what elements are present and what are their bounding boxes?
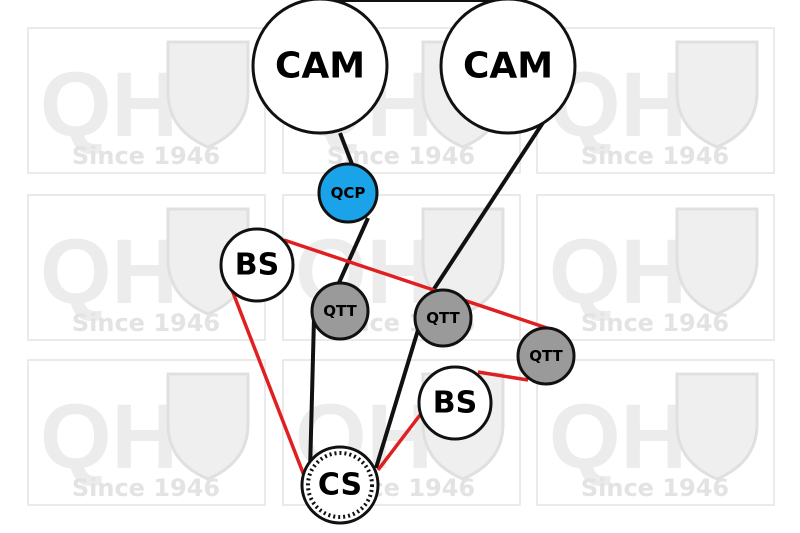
watermark-logo: QH — [549, 386, 687, 488]
pulley-label: CAM — [463, 46, 553, 87]
shield-icon — [675, 207, 759, 316]
red-belt — [230, 238, 551, 479]
tile-border — [282, 359, 521, 506]
belt-segment — [338, 132, 354, 165]
pulley-circle — [516, 326, 576, 386]
pulley: BS — [417, 365, 493, 441]
pulley: CS — [300, 445, 380, 525]
belt-segment — [283, 238, 551, 331]
belt-segment — [230, 289, 307, 479]
pulley: CAM — [251, 0, 389, 135]
pulley-label: QTT — [529, 347, 563, 365]
pulley-label: QCP — [331, 184, 366, 202]
watermark-logo: QH — [549, 221, 687, 323]
watermark-caption: Since 1946 — [581, 309, 729, 337]
pulley-label: QTT — [426, 309, 460, 327]
pulley-circle — [413, 288, 473, 348]
pulley-teeth — [306, 451, 374, 519]
pulley: QTT — [413, 288, 473, 348]
black-belt — [308, 0, 550, 473]
belt-segment — [336, 217, 370, 286]
pulley-label: BS — [433, 386, 477, 421]
shield-icon — [166, 40, 250, 149]
pulley-label: BS — [235, 248, 279, 283]
pulley-label: CS — [318, 468, 362, 503]
pulleys: CAM CAM QCP BS QTT QTT QTT BS CS — [219, 0, 577, 525]
pulley: QTT — [516, 326, 576, 386]
belt-segment — [430, 113, 550, 294]
pulley-circle — [310, 281, 370, 341]
watermark-caption: Since 1946 — [72, 309, 220, 337]
pulley-circle — [219, 227, 295, 303]
tile-border — [536, 194, 775, 341]
belt-segment — [308, 317, 316, 473]
belt-segment — [376, 413, 422, 472]
pulley-circle — [317, 162, 379, 224]
tile-border — [27, 359, 266, 506]
pulley-circle — [417, 365, 493, 441]
belt-segment — [477, 370, 529, 382]
watermark-logo: QH — [40, 54, 178, 156]
watermark-caption: Since 1946 — [72, 474, 220, 502]
shield-icon — [166, 372, 250, 481]
pulley: CAM — [439, 0, 577, 135]
pulley-circle — [439, 0, 577, 135]
pulley: QTT — [310, 281, 370, 341]
belt-segment — [374, 329, 420, 469]
shield-icon — [675, 372, 759, 481]
pulley-label: CAM — [275, 46, 365, 87]
pulley: BS — [219, 227, 295, 303]
watermark-caption: Since 1946 — [581, 474, 729, 502]
watermark-caption: Since 1946 — [581, 142, 729, 170]
watermark-caption: Since 1946 — [72, 142, 220, 170]
pulley-circle — [300, 445, 380, 525]
watermark-logo: QH — [40, 386, 178, 488]
shield-icon — [675, 40, 759, 149]
pulley-circle — [251, 0, 389, 135]
tile-border — [536, 359, 775, 506]
pulley: QCP — [317, 162, 379, 224]
watermark-logo: QH — [40, 221, 178, 323]
pulley-label: QTT — [323, 302, 357, 320]
